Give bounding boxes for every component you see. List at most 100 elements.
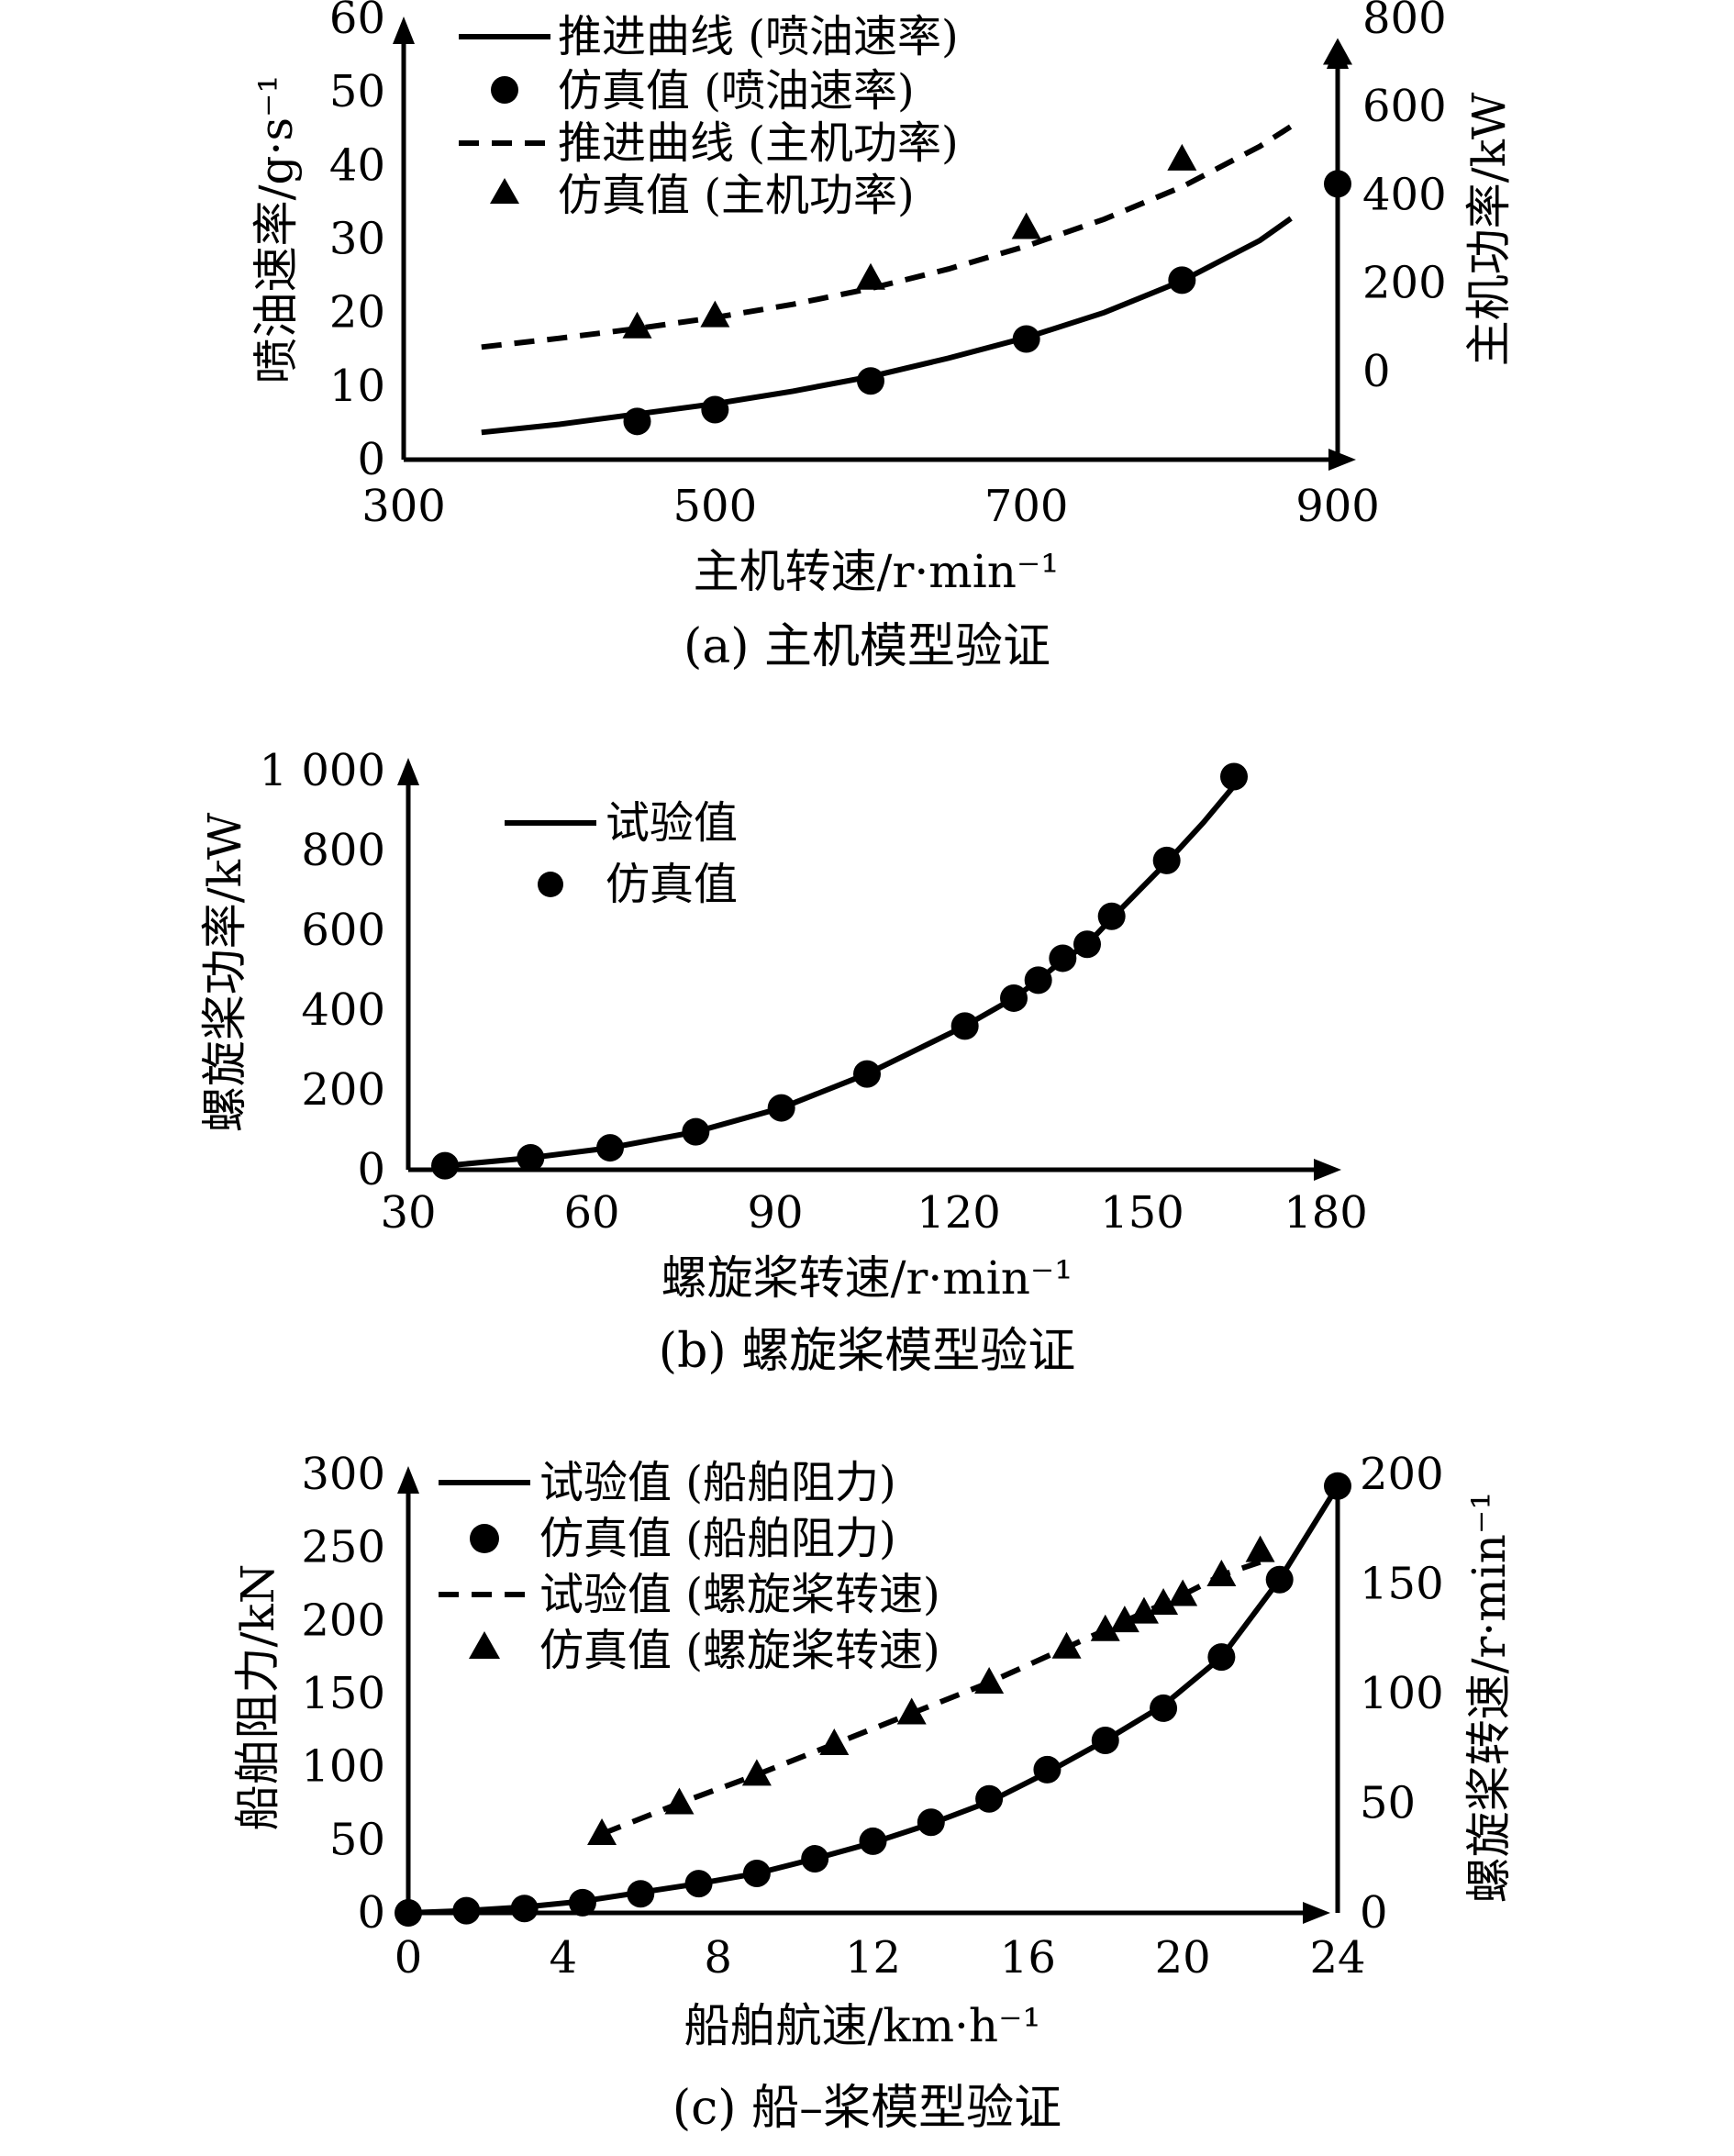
chart-a-x-tick-label: 500	[673, 481, 758, 532]
chart-b-y-tick-label: 200	[301, 1064, 385, 1116]
chart-c-triangle-point	[587, 1817, 617, 1845]
chart-c-circle-point	[917, 1808, 945, 1837]
chart-a-right-y-tick-label: 800	[1362, 0, 1447, 44]
chart-b-x-tick-label: 90	[747, 1187, 803, 1239]
chart-a-circle-point	[1168, 266, 1196, 295]
chart-c-circle-point	[859, 1827, 887, 1855]
chart-b-axes	[397, 758, 1341, 1181]
chart-c-left-y-tick-label: 0	[357, 1887, 385, 1939]
chart-a-triangle-point	[856, 262, 885, 290]
chart-b-circle-point	[1097, 902, 1126, 930]
chart-c-circle-point	[1091, 1726, 1119, 1754]
legend-label-speed-test: 试验值 (螺旋桨转速)	[539, 1569, 940, 1620]
chart-a-legend: 推进曲线 (喷油速率) 仿真值 (喷油速率) 推进曲线 (主机功率) 仿真值 (…	[459, 11, 959, 221]
chart-c-ship-propeller-validation: 0 4 8 12 16 20 2405010015020025030005010015020…	[231, 1449, 1516, 2136]
chart-c-x-tick-label: 16	[1000, 1932, 1056, 1984]
legend-swatch-triangle	[490, 178, 519, 204]
chart-b-circle-point	[682, 1117, 710, 1146]
chart-c-right-y-tick-label: 150	[1360, 1559, 1444, 1610]
chart-b-solid-line	[444, 776, 1243, 1169]
legend-label-test-value: 试验值	[606, 797, 738, 849]
chart-c-triangle-point	[1109, 1606, 1139, 1633]
chart-a-left-y-tick-label: 10	[329, 361, 385, 412]
chart-c-circle-point	[684, 1870, 713, 1898]
legend-label-fuel-curve: 推进曲线 (喷油速率)	[558, 11, 959, 62]
chart-b-circle-point	[1024, 966, 1052, 995]
chart-c-triangle-point	[664, 1787, 695, 1815]
chart-a-right-y-tick-label: 0	[1362, 346, 1391, 397]
chart-a-circle-point	[1012, 325, 1040, 353]
chart-a-x-arrow	[1328, 449, 1356, 471]
chart-c-triangle-point	[1090, 1614, 1120, 1641]
chart-b-y-tick-label: 0	[357, 1144, 385, 1195]
chart-a-xlabel: 主机转速/r·min⁻¹	[694, 545, 1060, 598]
chart-a-x-tick-label: 900	[1295, 481, 1380, 532]
chart-c-circle-point	[568, 1888, 596, 1917]
chart-a-x-tick-label: 300	[361, 481, 446, 532]
chart-c-left-y-tick-label: 250	[301, 1522, 385, 1573]
chart-c-left-y-tick-label: 150	[301, 1668, 385, 1719]
chart-c-right-y-tick-label: 50	[1360, 1778, 1416, 1829]
chart-c-circle-point	[1033, 1755, 1062, 1784]
chart-c-dashed-line	[600, 1559, 1262, 1837]
chart-b-legend: 试验值 仿真值	[505, 797, 738, 910]
chart-c-circle-point	[1207, 1643, 1236, 1672]
chart-c-axes	[397, 1466, 1340, 1924]
legend-label-speed-sim: 仿真值 (螺旋桨转速)	[539, 1625, 940, 1676]
chart-a-left-y-tick-label: 0	[357, 434, 385, 485]
chart-a-left-y-tick-label: 40	[329, 139, 385, 191]
chart-a-ylabel-left: 喷油速率/g·s⁻¹	[250, 75, 303, 384]
chart-b-ylabel: 螺旋桨功率/kW	[198, 812, 251, 1132]
legend-label-power-sim: 仿真值 (主机功率)	[558, 170, 915, 221]
chart-b-xlabel: 螺旋桨转速/r·min⁻¹	[661, 1251, 1073, 1305]
chart-a-triangle-point	[622, 311, 652, 339]
chart-b-circle-point	[1220, 762, 1248, 791]
chart-a-triangle-point	[700, 300, 730, 328]
chart-c-triangle-point	[819, 1728, 850, 1755]
chart-c-legend: 试验值 (船舶阻力) 仿真值 (船舶阻力) 试验值 (螺旋桨转速) 仿真值 (螺…	[439, 1457, 940, 1676]
legend-label-resistance-sim: 仿真值 (船舶阻力)	[539, 1513, 896, 1564]
chart-a-solid-line	[481, 216, 1293, 436]
chart-c-triangle-point	[1149, 1588, 1179, 1616]
chart-b-y-tick-label: 400	[301, 984, 385, 1036]
chart-c-triangle-point	[1168, 1579, 1198, 1606]
chart-b-circle-point	[950, 1012, 979, 1040]
chart-b-circle-point	[431, 1151, 459, 1180]
chart-b-marks	[431, 762, 1248, 1180]
legend-label-resistance-test: 试验值 (船舶阻力)	[539, 1457, 896, 1508]
chart-a-right-y-tick-label: 200	[1362, 258, 1447, 309]
chart-a-circle-point	[623, 407, 651, 436]
chart-c-circle-point	[510, 1895, 539, 1923]
chart-c-tick-labels: 0 4 8 12 16 20 2405010015020025030005010015020…	[301, 1449, 1443, 1984]
legend-label-sim-value: 仿真值	[606, 859, 738, 910]
chart-b-circle-point	[596, 1134, 624, 1162]
chart-b-circle-point	[1073, 930, 1101, 959]
chart-a-circle-point	[701, 395, 729, 424]
chart-c-left-y-tick-label: 100	[301, 1741, 385, 1793]
chart-c-triangle-point	[1206, 1559, 1237, 1586]
chart-b-x-tick-label: 150	[1100, 1187, 1184, 1239]
chart-b-y-tick-label: 600	[301, 905, 385, 956]
chart-c-left-y-tick-label: 50	[329, 1814, 385, 1865]
chart-b-circle-point	[1049, 944, 1077, 972]
chart-a-axes	[393, 17, 1356, 471]
chart-c-x-tick-label: 20	[1155, 1932, 1211, 1984]
chart-a-x-tick-label: 700	[984, 481, 1069, 532]
chart-c-caption: (c) 船–桨模型验证	[672, 2081, 1062, 2136]
chart-c-right-y-tick-label: 100	[1360, 1668, 1444, 1719]
legend-swatch-circle	[491, 76, 518, 104]
chart-b-circle-point	[1152, 846, 1181, 874]
chart-c-x-tick-label: 8	[704, 1932, 732, 1984]
chart-c-right-y-tick-label: 0	[1360, 1887, 1388, 1939]
chart-a-left-y-tick-label: 30	[329, 214, 385, 265]
chart-a-marks	[481, 38, 1352, 436]
chart-b-tick-labels: 30 60 90 120 150 180 0 200 400 600 800 1 000	[260, 745, 1368, 1239]
chart-b-x-tick-label: 180	[1284, 1187, 1368, 1239]
chart-a-left-y-tick-label: 60	[329, 0, 385, 44]
chart-b-x-tick-label: 120	[917, 1187, 1001, 1239]
chart-c-left-arrow	[397, 1466, 419, 1494]
chart-b-y-tick-label: 1 000	[260, 745, 385, 796]
chart-a-right-arrow	[1327, 41, 1349, 69]
chart-c-left-y-tick-label: 300	[301, 1449, 385, 1500]
